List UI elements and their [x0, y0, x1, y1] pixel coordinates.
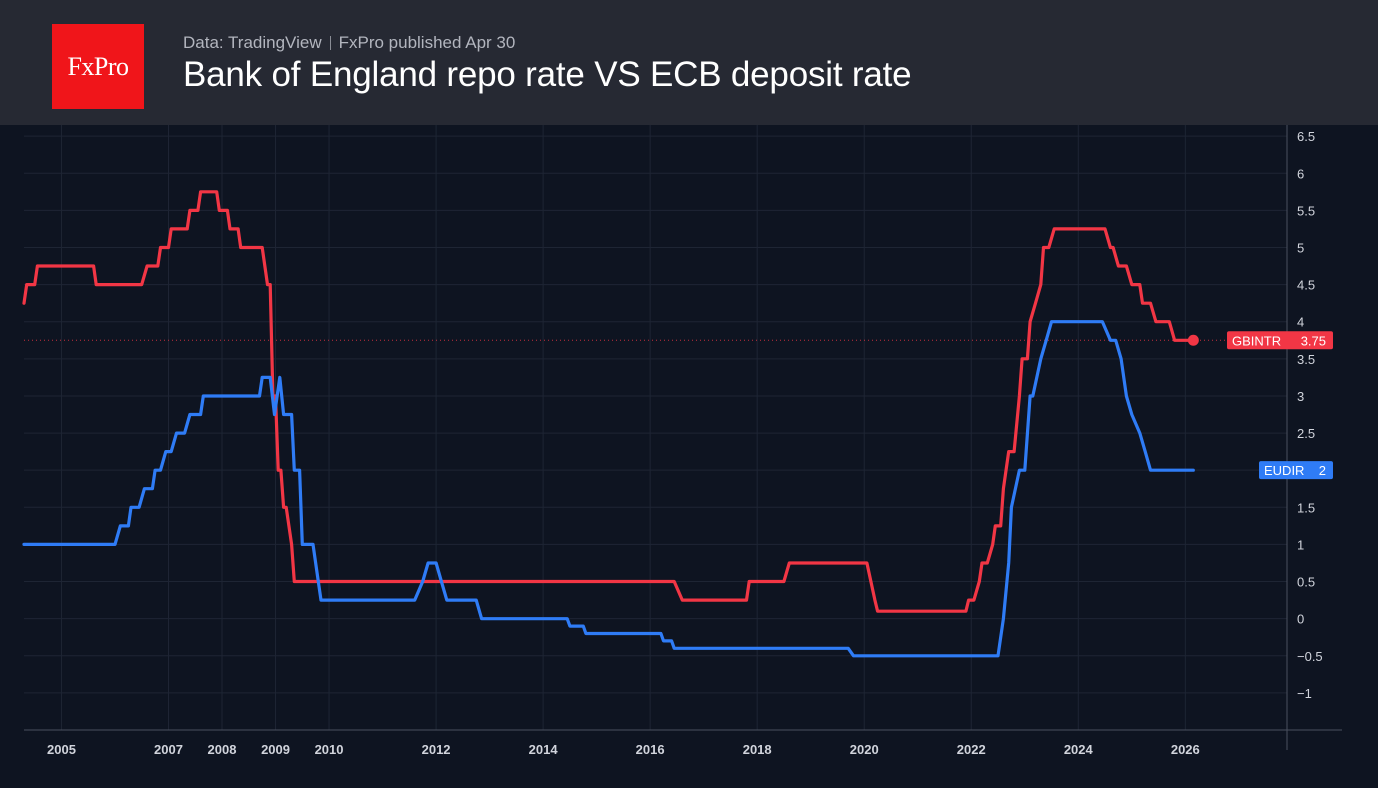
x-tick-label: 2018 — [743, 742, 772, 757]
price-tag-name-eudir: EUDIR — [1264, 463, 1304, 478]
y-tick-label: 1 — [1297, 537, 1304, 552]
y-tick-label: 3.5 — [1297, 352, 1315, 367]
y-tick-label: 4.5 — [1297, 278, 1315, 293]
y-tick-label: 0 — [1297, 612, 1304, 627]
fxpro-logo: FxPro — [52, 24, 144, 109]
x-tick-label: 2005 — [47, 742, 76, 757]
y-tick-label: 2.5 — [1297, 426, 1315, 441]
price-tags: GBINTR 3.75 EUDIR 2 — [1227, 331, 1333, 480]
series-layer — [22, 190, 1287, 658]
y-tick-label: 0.5 — [1297, 575, 1315, 590]
published-info: FxPro published Apr 30 — [338, 33, 516, 52]
source-line: Data: TradingView FxPro published Apr 30 — [183, 33, 515, 53]
x-tick-label: 2026 — [1171, 742, 1200, 757]
x-tick-label: 2010 — [315, 742, 344, 757]
y-tick-label: 3 — [1297, 389, 1304, 404]
y-tick-label: 6.5 — [1297, 129, 1315, 144]
y-tick-label: 1.5 — [1297, 500, 1315, 515]
y-tick-label: −1 — [1297, 686, 1312, 701]
chart: 6.5 6 5.5 5 4.5 4 3.5 3 2.5 2 1.5 1 0.5 0 −0.5 −1 2005 20… — [22, 125, 1342, 757]
header: FxPro Data: TradingView FxPro published … — [0, 0, 1378, 125]
series-line-gbintr — [22, 190, 1195, 613]
y-tick-label: 5.5 — [1297, 203, 1315, 218]
price-tag-name-gbintr: GBINTR — [1232, 333, 1281, 348]
y-tick-label: −0.5 — [1297, 649, 1323, 664]
separator — [329, 36, 331, 50]
x-tick-label: 2024 — [1064, 742, 1094, 757]
x-tick-label: 2009 — [261, 742, 290, 757]
last-value-dot-gbintr — [1187, 334, 1199, 346]
x-tick-label: 2008 — [208, 742, 237, 757]
data-source: Data: TradingView — [183, 33, 322, 52]
x-tick-label: 2014 — [529, 742, 559, 757]
y-tick-label: 5 — [1297, 240, 1304, 255]
logo-text: FxPro — [67, 51, 129, 81]
price-tag-value-gbintr: 3.75 — [1301, 333, 1326, 348]
price-tag-value-eudir: 2 — [1319, 463, 1326, 478]
x-tick-label: 2022 — [957, 742, 986, 757]
price-tag-gbintr — [1227, 331, 1333, 350]
x-tick-label: 2020 — [850, 742, 879, 757]
grid — [24, 125, 1287, 730]
x-tick-label: 2016 — [636, 742, 665, 757]
chart-title: Bank of England repo rate VS ECB deposit… — [183, 55, 912, 94]
x-tick-label: 2007 — [154, 742, 183, 757]
y-tick-label: 6 — [1297, 166, 1304, 181]
x-tick-label: 2012 — [422, 742, 451, 757]
y-tick-label: 4 — [1297, 315, 1304, 330]
price-tag-eudir — [1259, 461, 1333, 480]
series-line-eudir — [22, 320, 1195, 658]
